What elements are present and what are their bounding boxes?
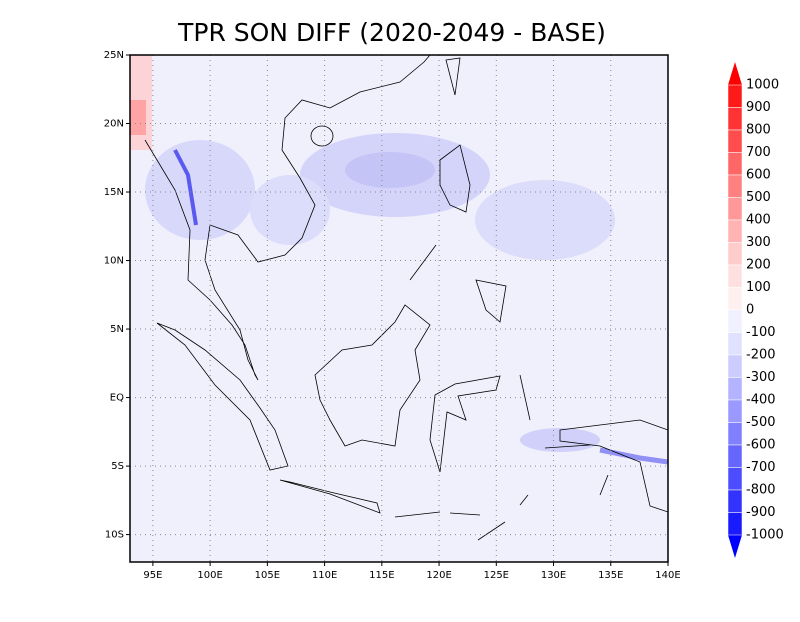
lon-tick-label: 100E <box>197 570 222 581</box>
field-blue-core <box>345 152 435 188</box>
lon-tick-label: 140E <box>655 570 680 581</box>
colorbar-label: -600 <box>746 438 776 453</box>
colorbar-label: -200 <box>746 348 776 363</box>
colorbar-label: 800 <box>746 123 771 138</box>
field-blue-patch <box>475 180 615 260</box>
colorbar-swatch <box>727 84 743 108</box>
lat-tick-label: 5S <box>111 461 124 472</box>
lon-tick-label: 130E <box>541 570 566 581</box>
colorbar-swatch <box>727 264 743 288</box>
lon-tick-label: 120E <box>426 570 451 581</box>
coastline-hainan <box>310 125 334 147</box>
colorbar-swatch <box>727 174 743 198</box>
colorbar-over <box>728 62 742 85</box>
colorbar-swatch <box>727 197 743 221</box>
lat-tick-label: 25N <box>104 50 124 61</box>
colorbar-swatch <box>727 332 743 356</box>
lon-tick-label: 115E <box>369 570 394 581</box>
colorbar-swatch <box>727 489 743 513</box>
coastline-mindanao <box>475 279 507 323</box>
coastlines <box>144 54 669 541</box>
colorbar-label: 1000 <box>746 78 779 93</box>
colorbar-swatch <box>727 399 743 423</box>
colorbar-label: 100 <box>746 280 771 295</box>
coastline-islands <box>394 374 609 541</box>
colorbar-label: -1000 <box>746 528 784 543</box>
colorbar-swatch <box>727 287 743 311</box>
coastline-borneo <box>314 304 431 447</box>
coastline-java <box>279 479 381 514</box>
lon-tick-label: 110E <box>312 570 337 581</box>
colorbar-label: -800 <box>746 483 776 498</box>
colorbar-swatch <box>727 242 743 266</box>
lat-tick-label: EQ <box>110 393 124 404</box>
map-frame <box>129 54 669 563</box>
colorbar-label: 200 <box>746 258 771 273</box>
field <box>130 55 669 562</box>
colorbar-swatch <box>727 219 743 243</box>
field-background <box>130 55 668 562</box>
lon-tick-label: 95E <box>143 570 162 581</box>
colorbar-swatch <box>727 422 743 446</box>
lat-tick-label: 20N <box>104 119 124 130</box>
colorbar-swatch <box>727 512 743 536</box>
colorbar-label: -300 <box>746 370 776 385</box>
coastline-luzon <box>439 144 471 213</box>
field-blue-patch <box>145 140 255 240</box>
colorbar-swatch <box>727 444 743 468</box>
colorbar-label: 900 <box>746 100 771 115</box>
colorbar-label: 0 <box>746 303 754 318</box>
coastline-taiwan <box>445 57 461 96</box>
field-red-core <box>130 100 146 135</box>
colorbar-label: 500 <box>746 190 771 205</box>
coastline-sulawesi <box>429 375 501 473</box>
colorbar-swatch <box>727 377 743 401</box>
coastline-palawan <box>409 244 437 281</box>
colorbar-label: 300 <box>746 235 771 250</box>
colorbar-under <box>728 535 742 558</box>
lon-tick-label: 125E <box>484 570 509 581</box>
colorbar-swatch <box>727 309 743 333</box>
field-blue-streak <box>173 149 198 226</box>
lat-tick-label: 10N <box>104 256 124 267</box>
map-title: TPR SON DIFF (2020-2049 - BASE) <box>177 18 606 47</box>
field-blue-patch <box>250 175 330 245</box>
coastline-sumatra <box>156 322 289 471</box>
coastline-new-guinea <box>559 419 669 513</box>
colorbar-label: 700 <box>746 145 771 160</box>
colorbar-label: 400 <box>746 213 771 228</box>
lon-tick-label: 105E <box>255 570 280 581</box>
colorbar-label: -500 <box>746 415 776 430</box>
colorbar-label: -100 <box>746 325 776 340</box>
colorbar: 10009008007006005004003002001000-100-200… <box>727 62 784 558</box>
lat-tick-label: 15N <box>104 187 124 198</box>
colorbar-label: -700 <box>746 460 776 475</box>
lat-tick-label: 10S <box>105 530 124 541</box>
colorbar-label: 600 <box>746 168 771 183</box>
colorbar-swatch <box>727 467 743 491</box>
colorbar-swatch <box>727 152 743 176</box>
field-blue-streak <box>599 447 669 465</box>
lon-tick-label: 135E <box>598 570 623 581</box>
colorbar-label: -900 <box>746 505 776 520</box>
colorbar-swatch <box>727 107 743 131</box>
colorbar-label: -400 <box>746 393 776 408</box>
colorbar-swatch <box>727 129 743 153</box>
lat-tick-label: 5N <box>110 324 124 335</box>
colorbar-swatch <box>727 354 743 378</box>
